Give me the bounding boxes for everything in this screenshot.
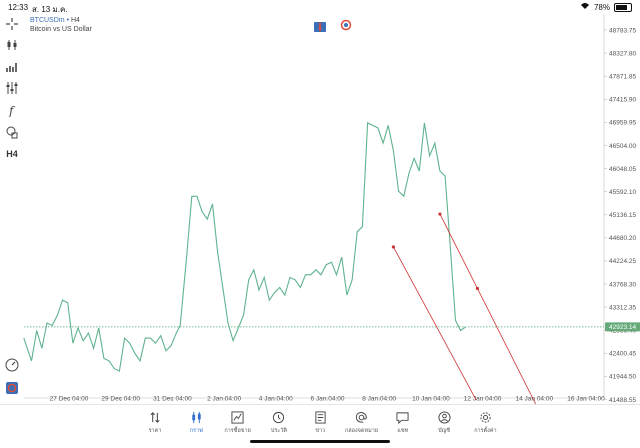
wifi-icon [580, 2, 590, 12]
trade-chart-icon [216, 409, 260, 425]
nav-item-label: ราคา [148, 428, 162, 434]
price-tick-label: 46959.95 [609, 120, 636, 127]
status-time: 12:33 [8, 3, 29, 12]
settings-sliders-icon[interactable] [4, 80, 20, 96]
nav-item-2[interactable]: การซื้อขาย [216, 409, 260, 435]
trendline-anchor [391, 245, 396, 249]
nav-item-label: แชท [397, 428, 409, 434]
timeframe-label: H4 [6, 149, 18, 159]
nav-item-5[interactable]: กล่องจดหมาย [340, 409, 384, 435]
time-axis: 27 Dec 04:00 29 Dec 04:00 31 Dec 04:00 2 Ja… [50, 396, 606, 403]
price-tick-label: 48327.80 [609, 50, 636, 57]
time-tick-label: 14 Jan 04:00 [516, 396, 554, 403]
price-tick-label: 48783.75 [609, 27, 636, 34]
nav-item-7[interactable]: บัญชี [422, 409, 466, 435]
function-icon[interactable]: f [4, 102, 20, 118]
price-tick-label: 47415.90 [609, 97, 636, 104]
nav-item-6[interactable]: แชท [381, 409, 425, 435]
status-right: 78% [580, 2, 632, 12]
time-tick-label: 12 Jan 04:00 [464, 396, 502, 403]
objects-shapes-icon[interactable] [4, 124, 20, 140]
current-price-badge: 42923.14 [605, 322, 640, 332]
status-date: ส. 13 ม.ค. [32, 5, 68, 14]
price-series-line [23, 122, 467, 372]
signal-toggle-icon[interactable] [340, 18, 352, 31]
nav-item-3[interactable]: ประวัติ [257, 409, 301, 435]
account-user-icon [422, 409, 466, 425]
speedometer-icon[interactable] [4, 357, 20, 373]
nav-item-8[interactable]: การตั้งค่า [463, 409, 507, 435]
price-tick-label: 41944.50 [609, 374, 636, 381]
symbol-description: Bitcoin vs US Dollar [30, 26, 92, 33]
one-click-trading-icon[interactable] [314, 19, 326, 32]
indicators-bars-icon[interactable] [4, 59, 20, 75]
crosshair-icon[interactable] [4, 16, 20, 32]
trendline [439, 213, 539, 410]
price-axis: 48783.75 48327.80 47871.85 47415.90 46959.95… [604, 27, 636, 404]
price-tick-label: 44224.25 [609, 258, 636, 265]
nav-item-label: การตั้งค่า [474, 428, 497, 434]
nav-item-4[interactable]: ข่าว [298, 409, 342, 435]
nav-item-0[interactable]: ราคา [133, 409, 177, 435]
home-indicator [250, 440, 390, 443]
timeframe-button[interactable]: H4 [4, 146, 20, 162]
nav-item-label: ข่าว [315, 428, 326, 434]
battery-icon [614, 2, 632, 12]
price-tick-label: 41488.55 [609, 397, 636, 404]
mailbox-at-icon [340, 409, 384, 425]
nav-item-label: การซื้อขาย [224, 428, 251, 434]
time-tick-label: 27 Dec 04:00 [50, 396, 89, 403]
symbol-info: BTCUSDm • H4 Bitcoin vs US Dollar [30, 16, 92, 34]
settings-gear-icon [463, 409, 507, 425]
symbol-timeframe: H4 [70, 17, 80, 24]
status-bar: 12:33 ส. 13 ม.ค. 78% [0, 0, 640, 14]
quotes-arrows-icon [133, 409, 177, 425]
history-clock-icon [257, 409, 301, 425]
time-tick-label: 8 Jan 04:00 [362, 396, 396, 403]
price-tick-label: 43768.30 [609, 281, 636, 288]
nav-item-label: กล่องจดหมาย [344, 428, 379, 434]
price-tick-label: 47871.85 [609, 73, 636, 80]
current-price-label: 42923.14 [609, 324, 636, 331]
chat-bubble-icon [381, 409, 425, 425]
nav-item-label: บัญชี [438, 428, 451, 434]
price-tick-label: 45136.15 [609, 212, 636, 219]
symbol-dot: • [66, 17, 70, 24]
trendline-anchor [438, 212, 442, 216]
news-document-icon [298, 409, 342, 425]
candlestick-chart-icon [174, 409, 218, 425]
nav-item-label: ประวัติ [270, 428, 287, 434]
price-tick-label: 46048.05 [609, 166, 636, 173]
battery-percent: 78% [593, 2, 610, 12]
svg-text:f: f [8, 104, 16, 117]
candlestick-chart-type-icon[interactable] [4, 37, 20, 53]
time-tick-label: 2 Jan 04:00 [207, 396, 241, 403]
price-tick-label: 45592.10 [609, 189, 636, 196]
time-tick-label: 6 Jan 04:00 [311, 396, 345, 403]
price-tick-label: 46504.00 [609, 143, 636, 150]
price-tick-label: 44680.20 [609, 235, 636, 242]
time-tick-label: 10 Jan 04:00 [412, 396, 450, 403]
nav-item-label: กราฟ [189, 428, 203, 434]
time-tick-label: 4 Jan 04:00 [259, 396, 293, 403]
price-tick-label: 43312.35 [609, 304, 636, 311]
time-tick-label: 31 Dec 04:00 [153, 396, 192, 403]
nav-item-1[interactable]: กราฟ [174, 409, 218, 435]
time-tick-label: 16 Jan 04:00 [567, 396, 605, 403]
trendline-anchor [475, 286, 480, 291]
time-tick-label: 29 Dec 04:00 [101, 396, 140, 403]
left-toolbar: f H4 [0, 14, 24, 404]
app-logo-icon[interactable] [4, 380, 20, 396]
trendline [393, 246, 477, 401]
symbol-ticker[interactable]: BTCUSDm [30, 17, 65, 24]
price-tick-label: 42400.45 [609, 351, 636, 358]
